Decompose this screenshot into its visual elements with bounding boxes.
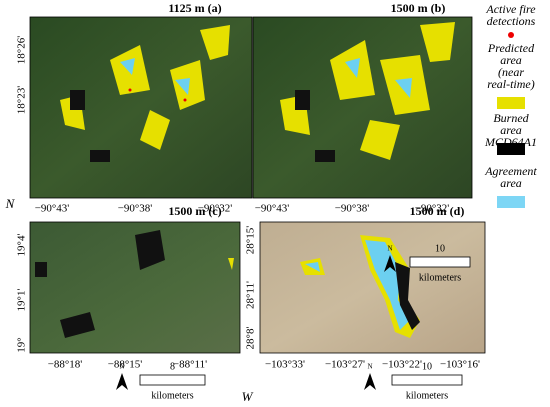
y-tick-label: 28°15' xyxy=(245,226,257,254)
predicted-swatch xyxy=(497,97,525,109)
y-tick-label: 19° xyxy=(16,337,28,352)
legend-label: detections xyxy=(487,14,536,28)
map-d xyxy=(260,222,485,353)
legend-label: Agreement xyxy=(484,164,537,178)
x-tick-label: −88°15' xyxy=(108,359,143,371)
x-tick-label: −103°22' xyxy=(382,359,422,371)
x-tick-label: −90°32' xyxy=(415,203,450,215)
map-c xyxy=(30,222,240,353)
burned-swatch xyxy=(497,143,525,155)
x-tick-label: −103°16' xyxy=(440,359,480,371)
north-label: N xyxy=(119,363,124,371)
frames xyxy=(29,16,486,354)
x-tick-label: −90°32' xyxy=(198,203,233,215)
north-arrow xyxy=(116,373,128,390)
north-label: N xyxy=(387,245,392,253)
scale-distance: 10 xyxy=(435,243,445,254)
agreement-swatch xyxy=(497,196,525,208)
legend-label: MCD64A1 xyxy=(484,135,537,149)
scale-bar xyxy=(409,256,471,268)
y-tick-label: 18°26' xyxy=(16,36,28,64)
y-tick-label: 28°11' xyxy=(245,281,257,309)
y-tick-label: 18°23' xyxy=(16,86,28,114)
north-label: N xyxy=(367,363,372,371)
panel-title: 1500 m (c) xyxy=(168,204,221,218)
scale-unit: kilometers xyxy=(419,272,461,283)
x-tick-label: −90°38' xyxy=(118,203,153,215)
x-tick-label: −88°11' xyxy=(173,359,207,371)
legend-label: area xyxy=(500,53,522,67)
panel-title: 1125 m (a) xyxy=(168,1,221,15)
x-tick-label: −88°18' xyxy=(48,359,83,371)
x-tick-label: −90°43' xyxy=(255,203,290,215)
x-tick-label: −90°43' xyxy=(35,203,70,215)
legend-label: real-time) xyxy=(487,77,535,91)
panel-title: 1500 m (d) xyxy=(410,204,465,218)
fire-swatch xyxy=(508,32,514,38)
y-tick-label: 19°1' xyxy=(16,289,28,312)
legend-label: area xyxy=(500,176,522,190)
scale-distance: 8 xyxy=(170,361,175,372)
x-tick-label: −90°38' xyxy=(335,203,370,215)
legend-label: area xyxy=(500,123,522,137)
y-tick-label: 28°8' xyxy=(245,327,257,350)
north-arrow xyxy=(384,255,396,272)
legend-label: Burned xyxy=(493,111,529,125)
legend-label: Predicted xyxy=(487,41,535,55)
map-a xyxy=(30,17,252,198)
scale-unit: kilometers xyxy=(151,390,193,401)
scale-distance: 10 xyxy=(422,361,432,372)
legend-label: (near xyxy=(498,65,524,79)
latitude-label: N xyxy=(5,196,16,211)
scale-bar xyxy=(391,374,463,386)
longitude-label: W xyxy=(242,389,254,404)
x-tick-label: −103°33' xyxy=(265,359,305,371)
scale-unit: kilometers xyxy=(406,390,448,401)
legend-label: Active fire xyxy=(485,2,536,16)
scale-bar xyxy=(139,374,206,386)
panel-title: 1500 m (b) xyxy=(391,1,446,15)
x-tick-label: −103°27' xyxy=(325,359,365,371)
north-arrow xyxy=(364,373,376,390)
y-tick-label: 19°4' xyxy=(16,234,28,257)
map-b xyxy=(253,17,472,198)
